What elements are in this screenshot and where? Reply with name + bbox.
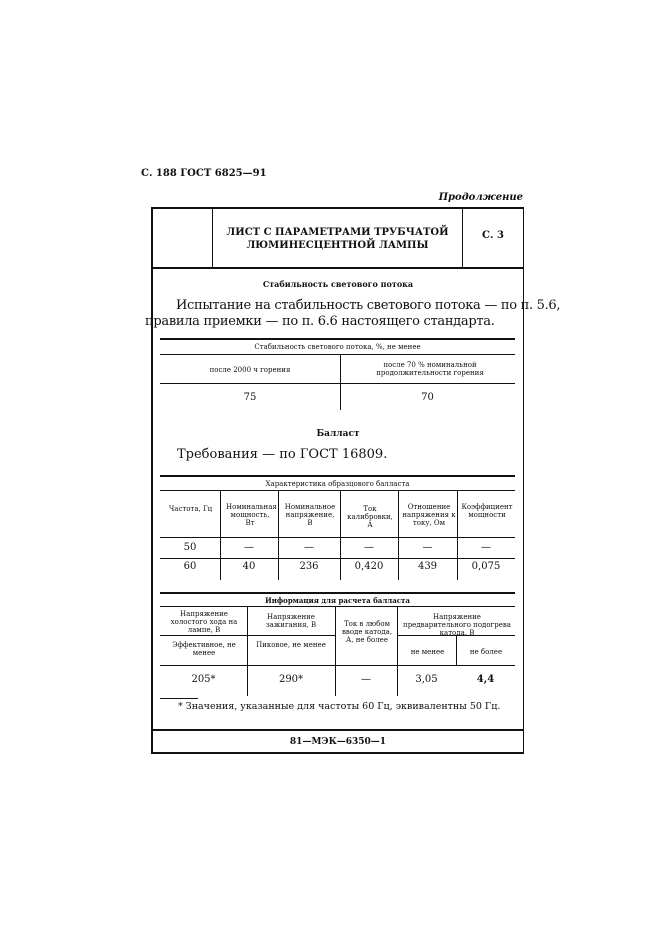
table-cell: — bbox=[422, 542, 433, 553]
footer-code: 81—МЭК—6350—1 bbox=[289, 737, 387, 747]
table-cell: 236 bbox=[299, 561, 319, 572]
table-cell: — bbox=[364, 542, 374, 553]
continuation-label: Продолжение bbox=[438, 192, 523, 203]
table-cell: 60 bbox=[183, 561, 197, 572]
table-cell: — bbox=[481, 542, 491, 553]
sheet-page: С. 3 bbox=[482, 230, 504, 241]
table-cell: 439 bbox=[417, 561, 438, 572]
section-text: Требования — по ГОСТ 16809. bbox=[177, 447, 388, 462]
table-cell: 40 bbox=[242, 561, 256, 572]
table-cell: — bbox=[304, 542, 314, 553]
section-heading: Стабильность светового потока bbox=[262, 279, 414, 289]
page-header: С. 188 ГОСТ 6825—91 bbox=[141, 168, 267, 179]
table-cell: 50 bbox=[183, 542, 197, 553]
table-cell: 0,075 bbox=[471, 561, 501, 572]
section-heading: Балласт bbox=[316, 429, 360, 439]
section-text: Испытание на стабильность светового пото… bbox=[145, 298, 561, 329]
footnote: * Значения, указанные для частоты 60 Гц,… bbox=[178, 701, 501, 712]
sheet-title: ЛИСТ С ПАРАМЕТРАМИ ТРУБЧАТОЙ ЛЮМИНЕСЦЕНТН… bbox=[226, 227, 449, 251]
table-cell: 0,420 bbox=[354, 561, 384, 572]
table-cell: — bbox=[244, 542, 254, 553]
